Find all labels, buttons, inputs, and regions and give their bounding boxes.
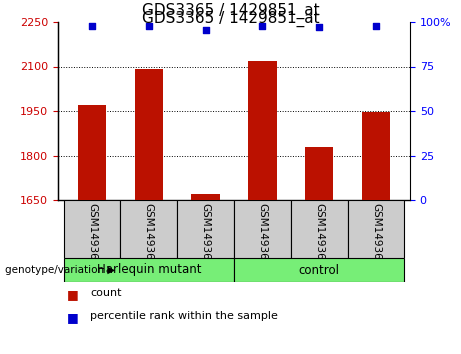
Bar: [177, 200, 234, 258]
Bar: [291, 200, 348, 258]
Text: GSM149365: GSM149365: [371, 203, 381, 266]
Point: [89, 24, 96, 29]
Text: genotype/variation ▶: genotype/variation ▶: [5, 265, 115, 275]
Point: [145, 23, 153, 29]
Text: GDS3365 / 1429851_at: GDS3365 / 1429851_at: [142, 3, 319, 19]
Bar: [362, 113, 390, 200]
Point: [202, 27, 209, 33]
Point: [259, 23, 266, 29]
Bar: [234, 258, 404, 282]
Bar: [64, 258, 234, 282]
Text: count: count: [90, 288, 122, 298]
Bar: [64, 200, 120, 258]
Bar: [78, 105, 106, 200]
Text: percentile rank within the sample: percentile rank within the sample: [90, 311, 278, 321]
Text: GSM149362: GSM149362: [201, 203, 211, 266]
Text: GSM149360: GSM149360: [87, 203, 97, 266]
Text: GSM149363: GSM149363: [257, 203, 267, 266]
Text: Harlequin mutant: Harlequin mutant: [97, 263, 201, 276]
Bar: [248, 61, 277, 200]
Bar: [348, 200, 404, 258]
Bar: [191, 194, 220, 200]
Bar: [135, 69, 163, 200]
Point: [372, 24, 379, 29]
Bar: [234, 200, 291, 258]
Bar: [120, 200, 177, 258]
Text: ■: ■: [67, 288, 79, 301]
Bar: [305, 147, 333, 200]
Point: [315, 24, 323, 30]
Text: ■: ■: [67, 311, 79, 324]
Text: control: control: [299, 263, 340, 276]
Text: GSM149361: GSM149361: [144, 203, 154, 266]
Text: GDS3365 / 1429851_at: GDS3365 / 1429851_at: [142, 11, 319, 27]
Text: GSM149364: GSM149364: [314, 203, 324, 266]
